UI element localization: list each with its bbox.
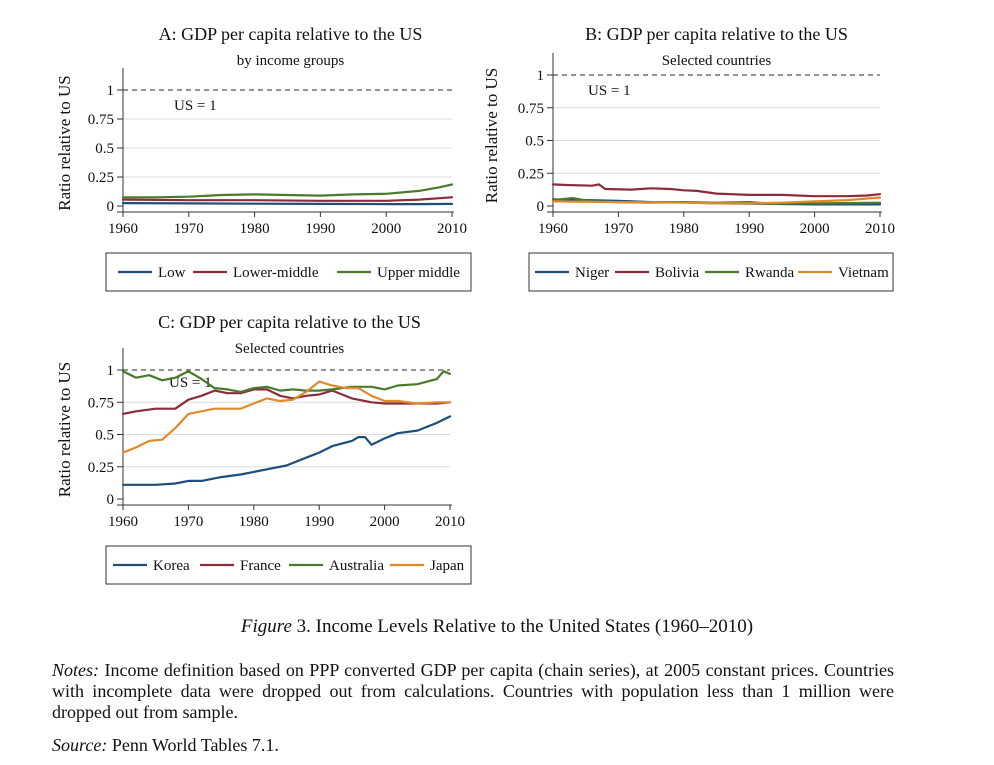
panel-c-y-axis-label: Ratio relative to US <box>55 362 74 498</box>
figure-source: Source: Penn World Tables 7.1. <box>52 735 894 756</box>
panel-c-series-france-line <box>121 388 452 415</box>
panel-a-x-tick-label: 1960 <box>108 221 138 237</box>
panel-b-title: B: GDP per capita relative to the US <box>585 24 848 44</box>
panel-b-legend-label: Vietnam <box>838 265 889 281</box>
panel-a-y-tick-label: 0.5 <box>95 141 114 157</box>
panel-b-legend-label: Rwanda <box>745 265 794 281</box>
panel-c-y-tick-label: 1 <box>107 363 115 379</box>
panel-a: A: GDP per capita relative to the US by i… <box>55 24 472 292</box>
panel-a-legend-label: Low <box>158 265 186 281</box>
panel-a-legend: Low Lower-middle Upper middle <box>105 252 472 292</box>
panel-a-x-tick-label: 2000 <box>371 221 401 237</box>
panel-c-x-tick-label: 1990 <box>304 514 334 530</box>
figure-caption-text: 3. Income Levels Relative to the United … <box>296 616 754 637</box>
panel-c-series-korea-line <box>121 415 452 486</box>
source-label: Source: <box>52 735 108 755</box>
panel-a-us-reference-label: US = 1 <box>174 98 217 114</box>
panel-b-series-vietnam-line <box>551 196 882 205</box>
notes-text: Income definition based on PPP converted… <box>52 660 895 722</box>
figure-caption: Figure 3. Income Levels Relative to the … <box>0 616 994 638</box>
panel-b-us-reference-label: US = 1 <box>588 83 631 99</box>
panel-b-y-tick-label: 1 <box>537 68 545 84</box>
panel-b-legend-label: Niger <box>575 265 609 281</box>
panel-c: C: GDP per capita relative to the US Sele… <box>55 312 472 585</box>
panel-b-y-tick-label: 0 <box>537 199 545 215</box>
panel-b-x-tick-label: 2000 <box>800 221 830 237</box>
panel-c-y-tick-label: 0.25 <box>88 460 114 476</box>
panel-a-y-tick-label: 0.75 <box>88 112 114 128</box>
panel-a-legend-label: Lower-middle <box>233 265 319 281</box>
panel-c-legend-label: Korea <box>153 558 190 574</box>
panel-b-series-bolivia-line <box>551 183 882 198</box>
panel-b-x-tick-label: 1990 <box>734 221 764 237</box>
panel-c-legend-label: Japan <box>430 558 465 574</box>
panel-a-subtitle: by income groups <box>237 53 345 69</box>
panel-b-legend-label: Bolivia <box>655 265 700 281</box>
panel-a-y-tick-label: 0 <box>107 199 115 215</box>
panel-a-legend-label: Upper middle <box>377 265 460 281</box>
panel-c-x-tick-label: 2000 <box>370 514 400 530</box>
panel-a-y-tick-label: 0.25 <box>88 170 114 186</box>
panel-b: B: GDP per capita relative to the US Sele… <box>482 24 895 292</box>
panel-a-x-tick-label: 1980 <box>240 221 270 237</box>
panel-b-x-tick-label: 1980 <box>669 221 699 237</box>
panel-c-series-japan-line <box>121 380 452 454</box>
panel-a-legend-box <box>105 252 472 292</box>
panel-b-y-tick-label: 0.5 <box>525 134 544 150</box>
source-text: Penn World Tables 7.1. <box>111 735 279 755</box>
panel-c-legend: Korea France Australia Japan <box>105 545 472 585</box>
panel-c-legend-label: Australia <box>329 558 384 574</box>
panel-c-y-tick-label: 0 <box>107 492 115 508</box>
panel-b-y-tick-label: 0.75 <box>518 101 544 117</box>
panel-c-y-tick-label: 0.5 <box>95 428 114 444</box>
panel-a-y-axis-label: Ratio relative to US <box>55 75 74 211</box>
panel-b-x-tick-label: 1960 <box>538 221 568 237</box>
panel-b-subtitle: Selected countries <box>662 53 772 69</box>
chart-panels: A: GDP per capita relative to the US by i… <box>55 24 895 585</box>
figure-label: Figure <box>240 616 292 637</box>
panel-b-y-axis-label: Ratio relative to US <box>482 68 501 204</box>
figure-notes: Notes: Income definition based on PPP co… <box>52 660 894 723</box>
panel-b-x-tick-label: 2010 <box>865 221 895 237</box>
panel-a-series-lower-middle-line <box>121 196 454 202</box>
panel-a-x-tick-label: 1990 <box>305 221 335 237</box>
panel-a-series-upper-middle-line <box>121 183 454 199</box>
panel-a-x-tick-label: 1970 <box>174 221 204 237</box>
panel-c-x-tick-label: 2010 <box>435 514 465 530</box>
panel-b-legend: Niger Bolivia Rwanda Vietnam <box>528 252 894 292</box>
panel-c-series-australia-line <box>121 370 452 393</box>
panel-a-series-low-line <box>121 202 454 206</box>
panel-b-y-tick-label: 0.25 <box>518 166 544 182</box>
panel-c-legend-label: France <box>240 558 281 574</box>
panel-a-title: A: GDP per capita relative to the US <box>159 24 423 44</box>
panel-a-y-tick-label: 1 <box>107 83 115 99</box>
panel-c-x-tick-label: 1960 <box>108 514 138 530</box>
panel-c-title: C: GDP per capita relative to the US <box>158 312 421 332</box>
notes-label: Notes: <box>52 660 99 680</box>
panel-a-x-tick-label: 2010 <box>437 221 467 237</box>
panel-c-x-tick-label: 1980 <box>239 514 269 530</box>
panel-b-x-tick-label: 1970 <box>603 221 633 237</box>
panel-c-y-tick-label: 0.75 <box>88 395 114 411</box>
panel-c-x-tick-label: 1970 <box>173 514 203 530</box>
panel-c-subtitle: Selected countries <box>235 341 345 357</box>
